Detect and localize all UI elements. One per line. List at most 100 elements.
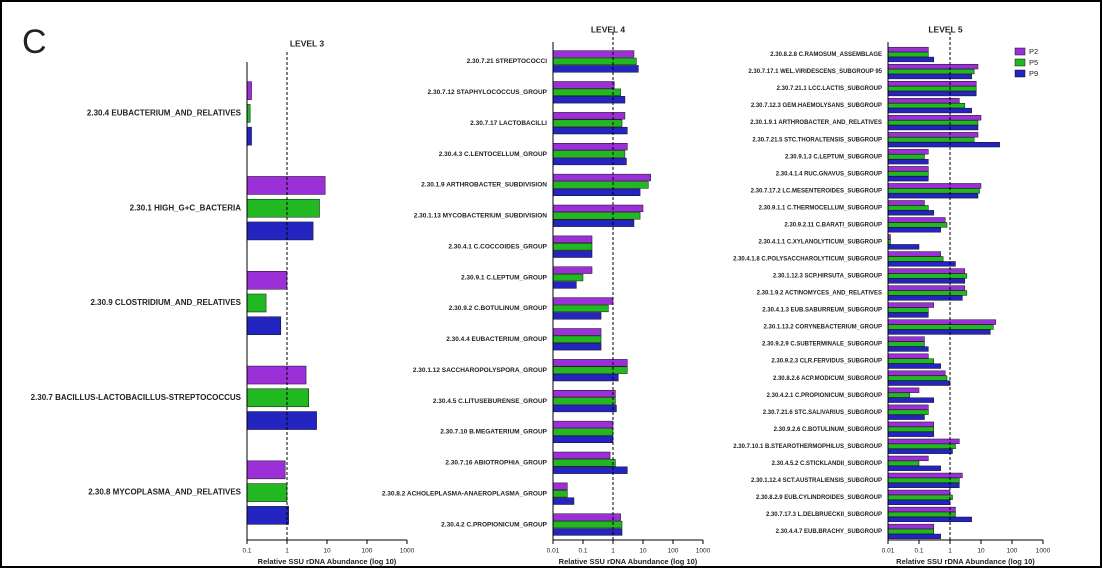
- bar: [552, 528, 623, 536]
- bar: [887, 188, 980, 194]
- x-tick-label: 1: [948, 548, 952, 555]
- panel-label: C: [22, 23, 47, 61]
- bar: [552, 404, 617, 413]
- category-label: 2.30.7.21 STREPTOCOCCI: [467, 58, 548, 65]
- x-tick-label: 0.01: [547, 548, 560, 555]
- bar: [887, 63, 979, 70]
- bar: [552, 96, 626, 104]
- legend-swatch: [1014, 58, 1026, 67]
- bar: [887, 302, 935, 308]
- bar: [552, 235, 593, 243]
- bar: [552, 204, 644, 213]
- bar: [887, 98, 960, 104]
- bar: [887, 166, 929, 172]
- bar: [887, 73, 972, 80]
- category-label: 2.30.4.5.2 C.STICKLANDII_SUBGROUP: [772, 461, 882, 467]
- category-label: 2.30.1.9.2 ACTINOMYCES_AND_RELATIVES: [757, 291, 882, 297]
- category-label: 2.30.9.2.11 C.BARATI_SUBGROUP: [784, 222, 882, 228]
- bar: [887, 46, 929, 53]
- bar: [552, 266, 593, 274]
- bar: [552, 65, 639, 73]
- category-label: 2.30.8.2 ACHOLEPLASMA-ANAEROPLASMA_GROUP: [382, 490, 548, 497]
- bar: [887, 137, 975, 143]
- bar: [552, 420, 614, 429]
- bar: [552, 50, 635, 58]
- x-axis-label: Relative SSU rDNA Abundance (log 10): [896, 557, 1035, 566]
- bar: [887, 438, 960, 445]
- bar: [552, 428, 614, 436]
- bar: [246, 388, 310, 408]
- bar: [887, 375, 948, 381]
- bar: [552, 219, 635, 227]
- bar: [246, 126, 252, 146]
- bar: [887, 193, 979, 199]
- bar: [246, 221, 314, 241]
- bar: [246, 270, 288, 290]
- bar: [246, 316, 282, 336]
- bar: [246, 198, 320, 218]
- bar: [887, 90, 977, 97]
- bar: [887, 273, 968, 279]
- bar: [887, 210, 935, 216]
- bar: [552, 212, 641, 220]
- bar: [887, 159, 929, 165]
- x-tick-label: 100: [1007, 548, 1018, 555]
- bar: [887, 421, 935, 427]
- x-tick-label: 10: [639, 548, 647, 555]
- legend-label: P2: [1029, 47, 1038, 56]
- bar: [887, 102, 966, 109]
- category-label: 2.30.1.9.1 ARTHROBACTER_AND_RELATIVES: [750, 120, 882, 126]
- category-label: 2.30.1.12.4 SCT.AUSTRALIENSIS_SUBGROUP: [751, 478, 882, 484]
- category-label: 2.30.9.1.3 C.LEPTUM_SUBGROUP: [785, 154, 882, 160]
- bar: [552, 188, 641, 196]
- bar: [552, 397, 616, 405]
- category-label: 2.30.1.13.2 CORYNEBACTERIUM_GROUP: [764, 325, 882, 331]
- bar: [246, 411, 317, 430]
- category-label: 2.30.7.17 LACTOBACILLI: [470, 120, 547, 127]
- category-label: 2.30.1.9 ARTHROBACTER_SUBDIVISION: [421, 182, 547, 189]
- category-label: 2.30.8.2.8 C.RAMOSUM_ASSEMBLAGE: [770, 52, 882, 58]
- bar: [887, 171, 929, 177]
- x-tick-label: 0.1: [914, 548, 923, 555]
- bar: [887, 516, 972, 523]
- x-tick-label: 100: [668, 548, 679, 555]
- x-axis-label: Relative SSU rDNA Abundance (log 10): [559, 557, 698, 566]
- x-tick-label: 1000: [400, 548, 415, 555]
- x-axis-label: Relative SSU rDNA Abundance (log 10): [258, 557, 397, 566]
- bar: [887, 278, 966, 284]
- bar: [887, 261, 956, 267]
- bar: [887, 51, 929, 58]
- bar: [246, 176, 326, 195]
- bar: [887, 132, 979, 138]
- bar: [552, 297, 614, 305]
- bar: [552, 157, 627, 166]
- category-label: 2.30.7.21.1 LCC.LACTIS_SUBGROUP: [777, 86, 882, 92]
- bar: [552, 112, 626, 120]
- bar: [887, 285, 966, 291]
- bar: [246, 293, 267, 313]
- bar: [552, 366, 628, 374]
- bar: [552, 497, 575, 505]
- category-label: 2.30.7.16 ABIOTROPHIA_GROUP: [445, 460, 547, 467]
- bar: [887, 431, 935, 437]
- bar: [552, 57, 637, 66]
- category-label: 2.30.9.2.9 C.SUBTERMINALE_SUBGROUP: [762, 342, 882, 348]
- bar: [887, 290, 968, 296]
- bar: [887, 56, 935, 63]
- bar: [887, 251, 941, 257]
- bar: [887, 68, 975, 75]
- x-tick-label: 10: [323, 548, 331, 555]
- bar: [887, 409, 929, 415]
- x-tick-label: 10: [977, 548, 985, 555]
- bar: [552, 312, 602, 320]
- bar: [887, 363, 941, 369]
- legend-swatch: [1014, 69, 1026, 78]
- category-label: 2.30.7.17.1 WEL.VIRIDESCENS_SUBGROUP 95: [748, 69, 882, 75]
- bar: [246, 460, 286, 480]
- x-tick-label: 1000: [696, 548, 711, 555]
- bar: [246, 365, 307, 385]
- category-label: 2.30.9.1.1 C.THERMOCELLUM_SUBGROUP: [759, 205, 882, 211]
- bar: [887, 482, 960, 488]
